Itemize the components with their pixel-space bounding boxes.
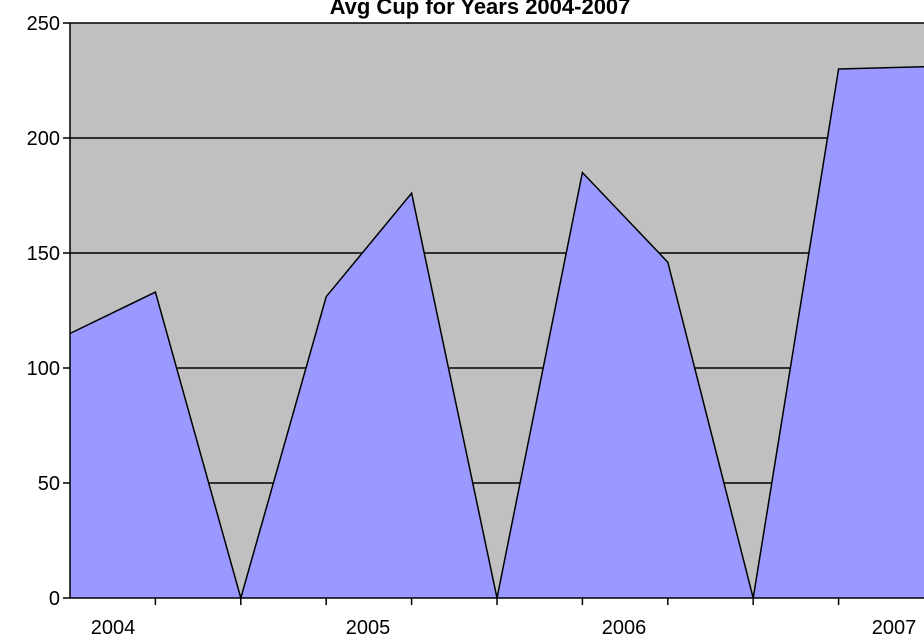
x-tick-label-2004: 2004 bbox=[91, 617, 136, 639]
x-tick-label-2007: 2007 bbox=[872, 617, 917, 639]
y-tick-label-100: 100 bbox=[27, 358, 60, 380]
y-tick-label-250: 250 bbox=[27, 13, 60, 35]
y-tick-label-50: 50 bbox=[38, 473, 60, 495]
y-tick-label-0: 0 bbox=[49, 588, 60, 610]
y-tick-label-150: 150 bbox=[27, 243, 60, 265]
x-tick-label-2005: 2005 bbox=[346, 617, 391, 639]
x-tick-label-2006: 2006 bbox=[602, 617, 647, 639]
chart-title: Avg Cup for Years 2004-2007 bbox=[330, 0, 631, 19]
y-tick-label-200: 200 bbox=[27, 128, 60, 150]
